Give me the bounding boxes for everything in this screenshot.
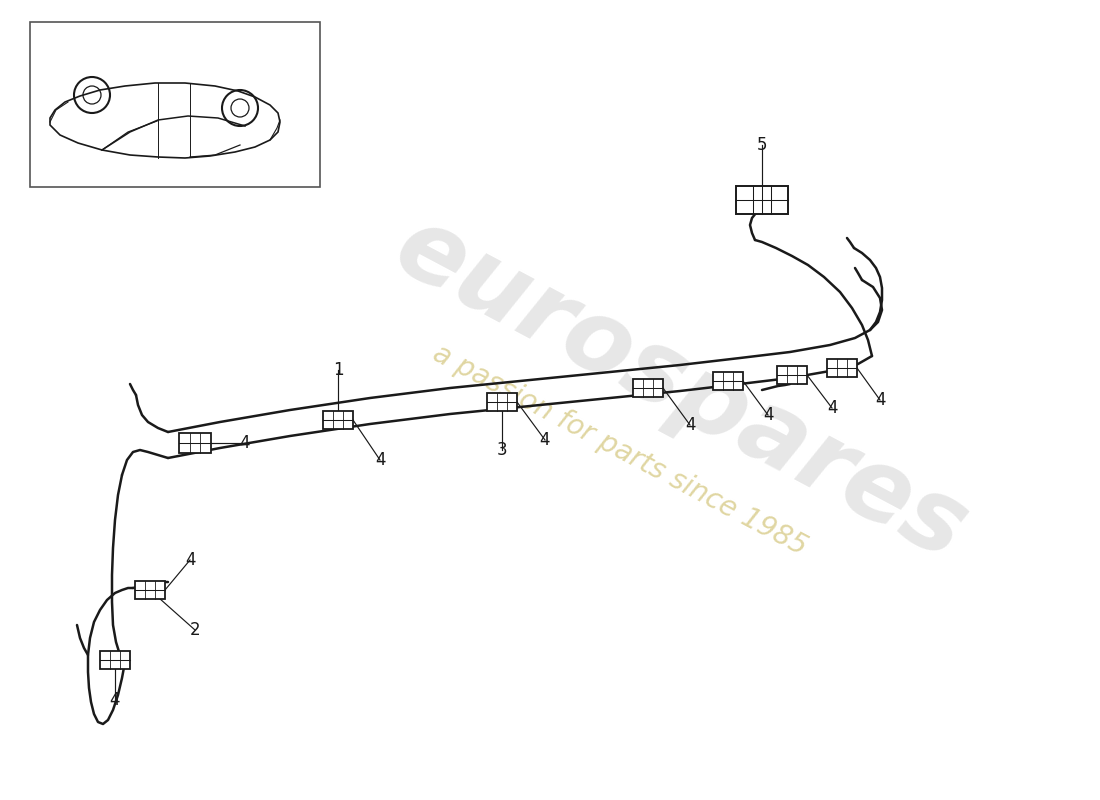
Bar [100, 651, 130, 669]
Text: 4: 4 [110, 691, 120, 709]
Text: 1: 1 [332, 361, 343, 379]
Bar [487, 393, 517, 411]
Text: 4: 4 [762, 406, 773, 424]
Bar [777, 366, 807, 384]
Text: 2: 2 [189, 621, 200, 639]
Bar [179, 433, 211, 453]
Bar [323, 411, 353, 429]
Text: 4: 4 [684, 416, 695, 434]
Bar [632, 379, 663, 397]
Text: 4: 4 [185, 551, 196, 569]
Text: 4: 4 [874, 391, 886, 409]
Text: 4: 4 [827, 399, 837, 417]
Bar [713, 372, 743, 390]
Bar [736, 186, 788, 214]
Bar [135, 581, 165, 599]
Text: 5: 5 [757, 136, 768, 154]
Text: eurospares: eurospares [378, 198, 982, 582]
Bar [827, 359, 857, 377]
Text: 4: 4 [375, 451, 385, 469]
Bar [30, 22, 320, 187]
Text: a passion for parts since 1985: a passion for parts since 1985 [428, 339, 812, 561]
Text: 4: 4 [540, 431, 550, 449]
Text: 4: 4 [240, 434, 251, 452]
Text: 3: 3 [497, 441, 507, 459]
